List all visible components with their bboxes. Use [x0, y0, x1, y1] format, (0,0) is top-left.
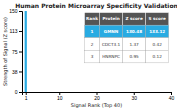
- axis-line: [19, 12, 23, 93]
- title: Human Protein Microarray Specificity Val…: [15, 2, 177, 10]
- table-cell: [123, 13, 146, 26]
- x-axis: 1 10 20 30 40: [23, 92, 175, 101]
- tick: 113: [10, 28, 22, 34]
- tick-label: 30: [131, 95, 137, 101]
- tick-mark: [19, 31, 22, 32]
- table-cell: [99, 25, 122, 38]
- bars: [25, 11, 27, 92]
- table-cell: [85, 50, 100, 63]
- tick: 150: [9, 8, 22, 14]
- tick-label: 10: [57, 95, 63, 101]
- table-cell: [85, 13, 100, 26]
- y-axis-title: Strength of Signal (Z score): [2, 17, 9, 86]
- table-text: HNRNPC: [102, 54, 120, 59]
- table-cell: [123, 50, 146, 63]
- table-cell: [99, 13, 122, 26]
- tick: 38: [12, 69, 22, 75]
- tick-mark: [19, 71, 22, 72]
- table-cell: [123, 25, 146, 38]
- table-cell: [85, 25, 100, 38]
- tick-mark: [19, 52, 22, 53]
- table-text: 133.12: [149, 29, 165, 34]
- table: Rank Protein Z score S score 1 GMNN 130.48 133.…: [85, 13, 169, 63]
- tick: 20: [94, 92, 100, 101]
- table-text: 0.12: [153, 54, 163, 59]
- tick-label: 38: [12, 69, 18, 75]
- table-text: 0.95: [129, 54, 139, 59]
- tick-label: 113: [10, 28, 18, 34]
- table-text: Rank: [86, 16, 98, 21]
- tick: 75: [12, 49, 22, 55]
- tick-label: 75: [12, 49, 18, 55]
- tick-label: 0: [15, 89, 18, 95]
- table-cell: [85, 38, 100, 51]
- table-text: S score: [149, 16, 166, 21]
- table-text: 1: [91, 29, 94, 34]
- plot: 1 10 20 30 40 0 38 75 113 150 Rank Protein Z score S …: [9, 8, 174, 101]
- table-text: GMNN: [104, 29, 119, 34]
- table-cell: [123, 38, 146, 51]
- table-text: Protein: [102, 16, 119, 21]
- tick-label: 1: [25, 95, 28, 101]
- tick-label: 40: [169, 95, 175, 101]
- tick: 0: [15, 89, 22, 95]
- chart: 1 10 20 30 40 0 38 75 113 150 Rank Protein Z score S …: [0, 0, 177, 109]
- tick: 10: [57, 92, 63, 101]
- table-text: 2: [91, 42, 94, 47]
- table-cell: [99, 50, 122, 63]
- tick: 30: [131, 92, 137, 101]
- table-text: CDCT3.1: [102, 42, 121, 47]
- table-cell: [146, 50, 169, 63]
- table-cell: [146, 38, 169, 51]
- table-cell: [146, 25, 169, 38]
- tick-mark: [19, 11, 22, 12]
- tick-mark: [19, 92, 22, 93]
- table-text: 130.48: [126, 29, 142, 34]
- table-text: Z score: [125, 16, 142, 21]
- table-cell: [146, 13, 169, 26]
- bar: [25, 11, 27, 92]
- table-text: 3: [91, 54, 94, 59]
- tick: 40: [169, 92, 175, 101]
- table-cell: [99, 38, 122, 51]
- tick: 1: [25, 92, 28, 101]
- y-axis: 0 38 75 113 150: [9, 8, 22, 95]
- tick-label: 20: [94, 95, 100, 101]
- tick-label: 150: [9, 8, 18, 14]
- table-text: 1.37: [129, 42, 139, 47]
- table-text: 0.42: [153, 42, 163, 47]
- x-axis-title: Signal Rank (Top 40): [71, 102, 122, 109]
